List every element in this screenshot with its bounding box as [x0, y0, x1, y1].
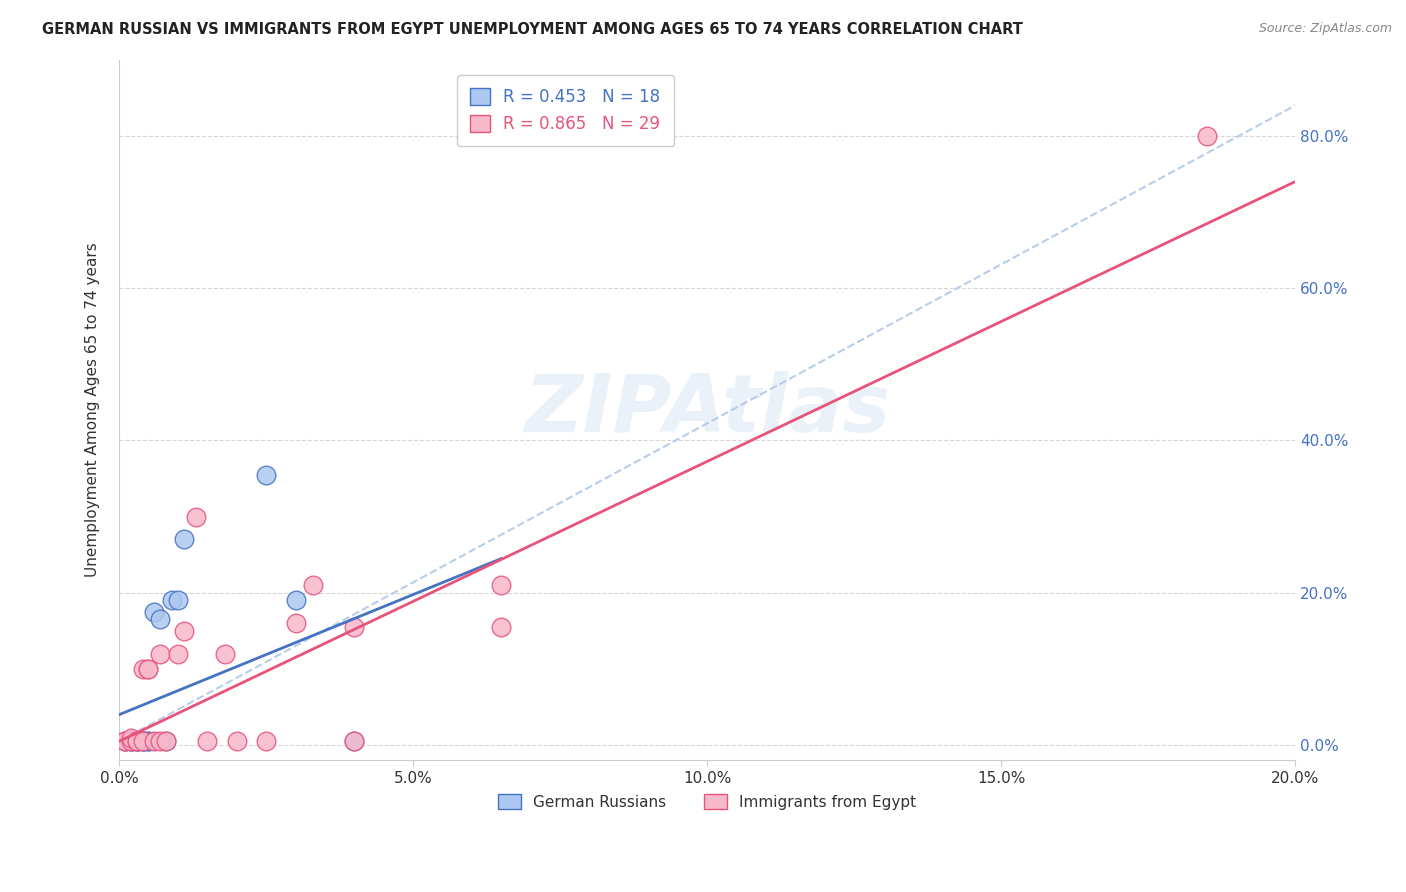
Point [120, 734, 142, 748]
Point [284, 616, 307, 631]
Point [138, 734, 160, 748]
Point [120, 731, 142, 745]
Point [1197, 128, 1219, 143]
Text: GERMAN RUSSIAN VS IMMIGRANTS FROM EGYPT UNEMPLOYMENT AMONG AGES 65 TO 74 YEARS C: GERMAN RUSSIAN VS IMMIGRANTS FROM EGYPT … [42, 22, 1024, 37]
Point [155, 734, 177, 748]
Point [184, 509, 207, 524]
Point [254, 467, 277, 482]
Point [138, 734, 160, 748]
Point [149, 647, 172, 661]
Point [491, 578, 513, 592]
Point [195, 734, 218, 748]
Point [143, 734, 166, 748]
Point [254, 734, 277, 748]
Point [302, 578, 325, 592]
Point [167, 593, 190, 607]
Point [214, 647, 236, 661]
Point [114, 734, 136, 748]
Point [114, 734, 136, 748]
Point [149, 734, 172, 748]
Point [131, 734, 153, 748]
Point [125, 734, 148, 748]
Point [160, 593, 183, 607]
Point [343, 734, 366, 748]
Point [131, 662, 153, 676]
Text: ZIPAtlas: ZIPAtlas [524, 371, 890, 449]
Point [578, 128, 600, 143]
Point [131, 734, 153, 748]
Point [343, 620, 366, 634]
Point [173, 624, 195, 638]
Text: Source: ZipAtlas.com: Source: ZipAtlas.com [1258, 22, 1392, 36]
Point [114, 734, 136, 748]
Point [149, 612, 172, 626]
Point [143, 605, 166, 619]
Point [138, 662, 160, 676]
Point [343, 734, 366, 748]
Point [125, 734, 148, 748]
Point [173, 533, 195, 547]
Point [120, 734, 142, 748]
Point [125, 734, 148, 748]
Point [138, 662, 160, 676]
Y-axis label: Unemployment Among Ages 65 to 74 years: Unemployment Among Ages 65 to 74 years [86, 243, 100, 577]
Legend: German Russians, Immigrants from Egypt: German Russians, Immigrants from Egypt [492, 788, 922, 816]
Point [225, 734, 247, 748]
Point [167, 647, 190, 661]
Point [284, 593, 307, 607]
Point [131, 734, 153, 748]
Point [491, 620, 513, 634]
Point [125, 734, 148, 748]
Point [120, 734, 142, 748]
Point [155, 734, 177, 748]
